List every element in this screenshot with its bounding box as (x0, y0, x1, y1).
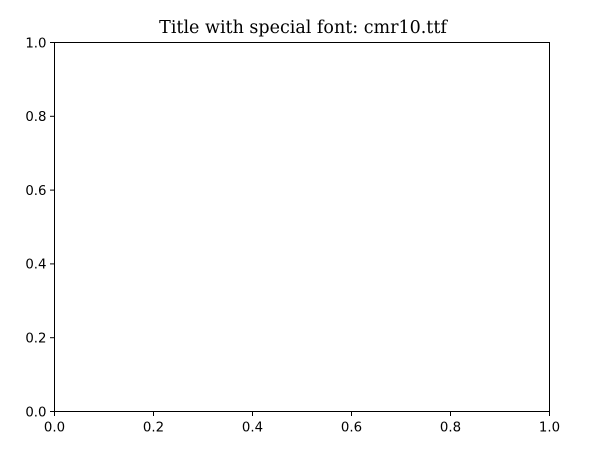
y-tick-label: 0.0 (25, 405, 46, 420)
y-tick-label: 1.0 (25, 36, 46, 51)
x-axis: 0.0 0.2 0.4 0.6 0.8 1.0 (44, 411, 560, 436)
y-tick-label: 0.4 (25, 258, 46, 273)
y-tick-label: 0.2 (25, 332, 46, 347)
x-tick-label: 0.8 (440, 421, 461, 436)
x-tick-label: 0.0 (44, 421, 65, 436)
x-tick-label: 0.2 (143, 421, 164, 436)
x-tick-label: 0.6 (341, 421, 362, 436)
x-tick-label: 0.4 (242, 421, 263, 436)
chart-title: Title with special font: cmr10.ttf (159, 18, 448, 38)
plot-area (54, 42, 550, 412)
y-tick-label: 0.6 (25, 184, 46, 199)
y-tick-label: 0.8 (25, 110, 46, 125)
x-tick-label: 1.0 (539, 421, 560, 436)
y-axis: 0.0 0.2 0.4 0.6 0.8 1.0 (25, 36, 55, 420)
